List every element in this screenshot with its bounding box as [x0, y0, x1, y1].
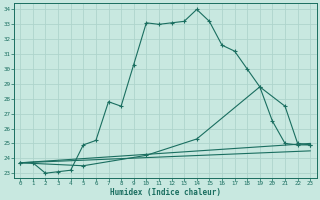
X-axis label: Humidex (Indice chaleur): Humidex (Indice chaleur) [110, 188, 221, 197]
